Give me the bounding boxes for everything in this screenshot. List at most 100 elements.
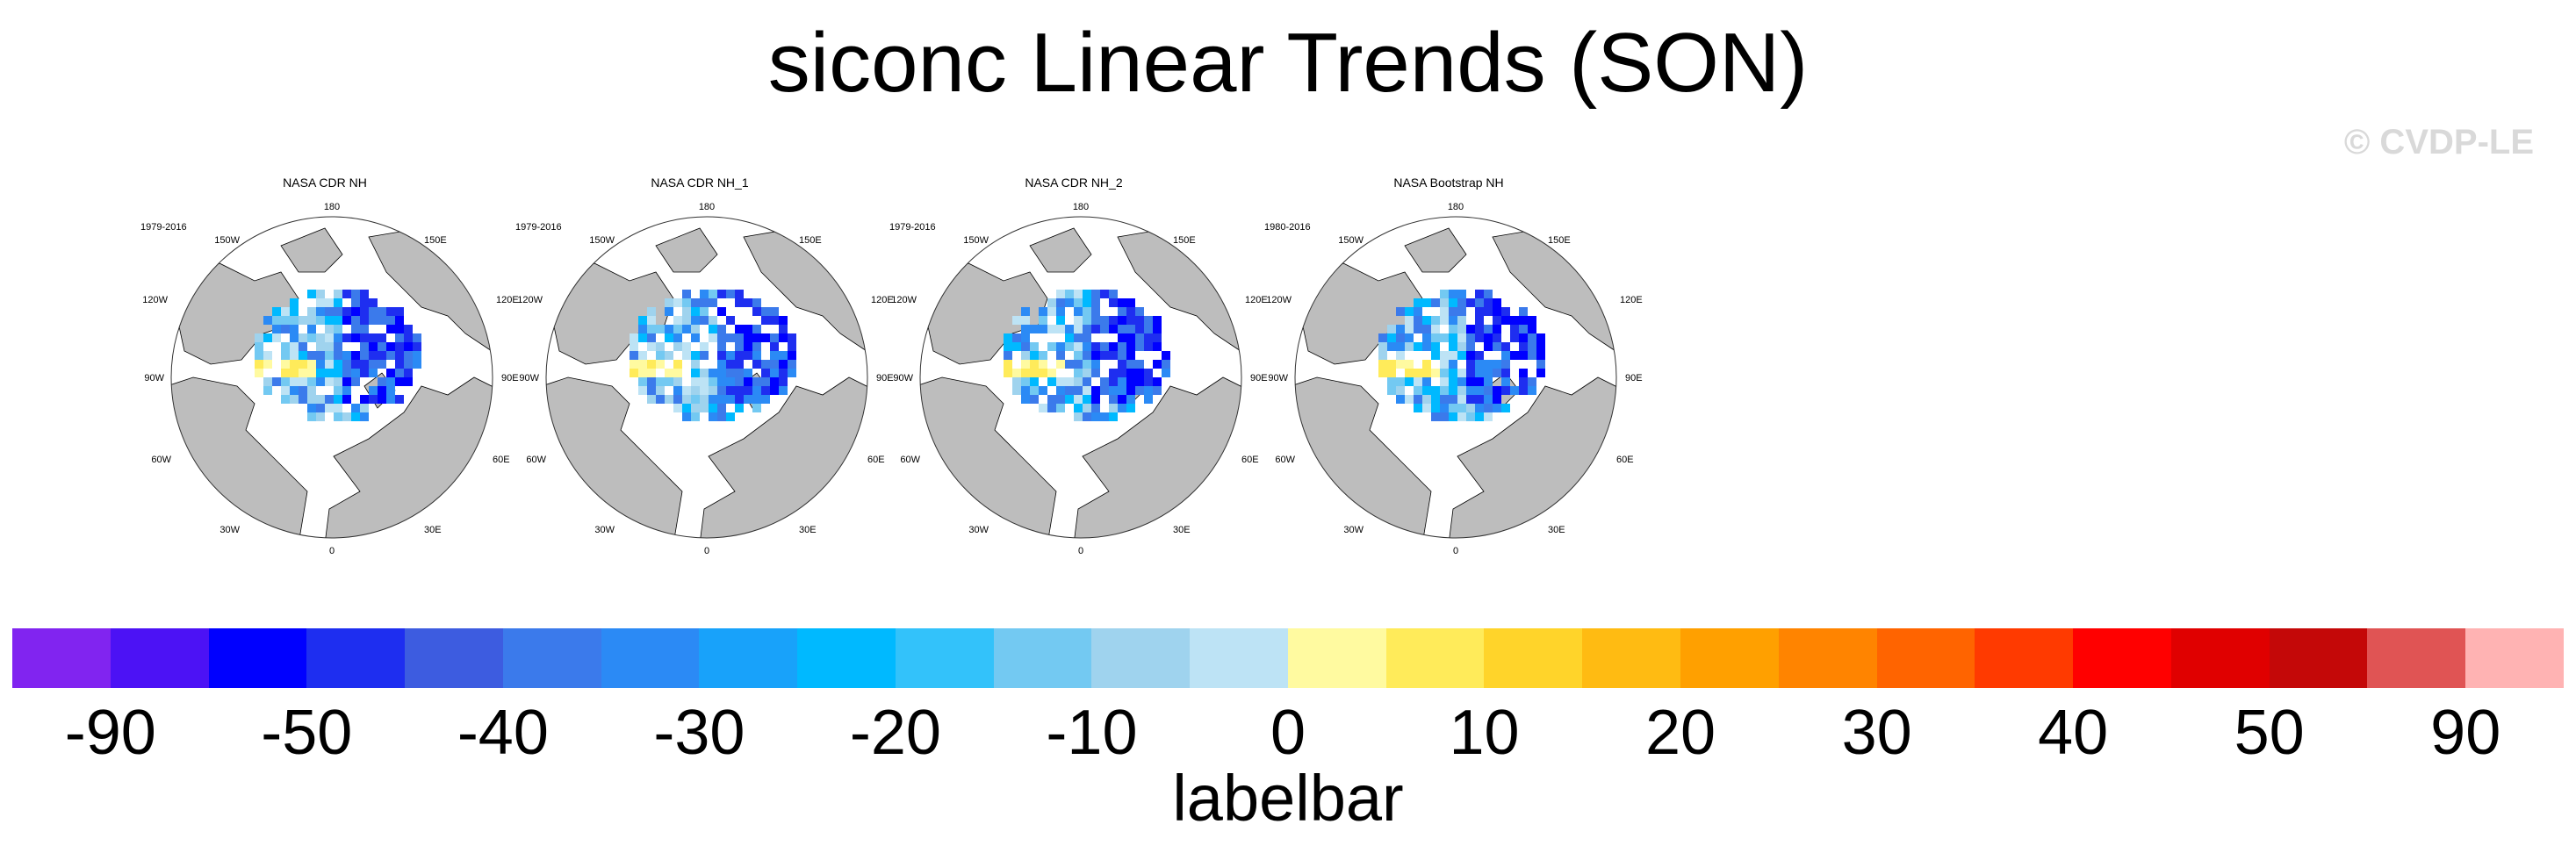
longitude-label: 90W — [1268, 373, 1288, 383]
trend-cell — [1039, 316, 1047, 325]
longitude-label: 30W — [594, 525, 615, 535]
trend-cell — [1466, 395, 1475, 404]
longitude-label: 30E — [424, 525, 442, 535]
trend-cell — [700, 298, 709, 307]
trend-cell — [281, 307, 290, 316]
trend-cell — [369, 333, 378, 342]
trend-cell — [1056, 377, 1065, 386]
trend-cell — [1449, 342, 1457, 351]
trend-cell — [1074, 404, 1083, 412]
trend-cell — [1126, 307, 1135, 316]
trend-cell — [290, 342, 299, 351]
trend-cell — [1414, 404, 1422, 412]
trend-cell — [1056, 325, 1065, 333]
trend-cell — [1135, 360, 1144, 369]
trend-cell — [1493, 369, 1501, 377]
trend-cell — [290, 377, 299, 386]
trend-cell — [1440, 360, 1449, 369]
trend-cell — [1074, 412, 1083, 421]
trend-cell — [638, 369, 647, 377]
trend-cell — [665, 298, 673, 307]
trend-cell — [1118, 377, 1126, 386]
land-mass — [1404, 227, 1467, 273]
trend-cell — [316, 351, 325, 360]
trend-cell — [369, 395, 378, 404]
trend-cell — [1519, 342, 1528, 351]
trend-cell — [404, 342, 413, 351]
trend-cell — [735, 351, 744, 360]
trend-cell — [1484, 298, 1493, 307]
trend-cell — [1414, 325, 1422, 333]
trend-cell — [726, 386, 735, 395]
trend-cell — [735, 333, 744, 342]
trend-cell — [1144, 377, 1153, 386]
trend-cell — [325, 351, 334, 360]
trend-cell — [744, 386, 752, 395]
trend-cell — [1414, 369, 1422, 377]
trend-cell — [1030, 377, 1039, 386]
trend-cell — [307, 307, 316, 316]
trend-cell — [1484, 404, 1493, 412]
trend-cell — [1501, 386, 1510, 395]
labelbar-swatch — [797, 628, 896, 688]
trend-cell — [1466, 360, 1475, 369]
labelbar-swatch — [208, 628, 307, 688]
trend-cell — [700, 395, 709, 404]
trend-cell — [1431, 316, 1440, 325]
trend-cell — [779, 333, 788, 342]
labelbar-tick-label: 20 — [1645, 698, 1716, 768]
labelbar-swatch — [1287, 628, 1386, 688]
trend-cell — [1126, 325, 1135, 333]
trend-cell — [1074, 316, 1083, 325]
trend-cell — [307, 386, 316, 395]
trend-cell — [1100, 290, 1109, 298]
trend-cell — [281, 316, 290, 325]
trend-cell — [682, 404, 691, 412]
trend-cell — [1135, 325, 1144, 333]
trend-cell — [1378, 333, 1387, 342]
trend-cell — [682, 325, 691, 333]
trend-cell — [281, 386, 290, 395]
trend-cell — [1153, 386, 1162, 395]
trend-cell — [1431, 298, 1440, 307]
trend-cell — [744, 333, 752, 342]
trend-cell — [378, 316, 386, 325]
trend-cell — [1519, 386, 1528, 395]
trend-cell — [1475, 377, 1484, 386]
trend-cell — [761, 377, 770, 386]
trend-cell — [1091, 351, 1100, 360]
trend-cell — [1475, 369, 1484, 377]
trend-cell — [1153, 325, 1162, 333]
trend-cell — [325, 307, 334, 316]
trend-cell — [735, 360, 744, 369]
trend-cell — [673, 404, 682, 412]
map-panel: NASA Bootstrap NH 1980-2016 180 0 150E 120E 90… — [1264, 176, 1668, 562]
trend-cell — [1536, 360, 1545, 369]
trend-cell — [1109, 386, 1118, 395]
trend-cell — [1030, 325, 1039, 333]
trend-cell — [1083, 325, 1091, 333]
trend-cell — [316, 412, 325, 421]
trend-cell — [1012, 377, 1021, 386]
polar-map: 180 0 150E 120E 90E 60E 30E 150W 120W 90W 60W 30W — [891, 202, 1267, 556]
trend-cell — [700, 351, 709, 360]
longitude-label: 120W — [1266, 295, 1292, 305]
trend-cell — [656, 395, 665, 404]
trend-cell — [1162, 360, 1170, 369]
trend-cell — [717, 333, 726, 342]
longitude-label: 0 — [329, 546, 335, 556]
trend-cell — [1021, 316, 1030, 325]
labelbar-swatch — [2465, 628, 2564, 688]
trend-cell — [638, 360, 647, 369]
trend-cell — [1422, 360, 1431, 369]
trend-cell — [360, 404, 369, 412]
trend-cell — [299, 316, 307, 325]
trend-cell — [1135, 307, 1144, 316]
trend-cell — [1484, 377, 1493, 386]
trend-cell — [1083, 298, 1091, 307]
trend-cell — [1153, 360, 1162, 369]
panel-period: 1979-2016 — [515, 222, 562, 233]
trend-cell — [1065, 325, 1074, 333]
trend-cell — [1012, 333, 1021, 342]
trend-cell — [1144, 342, 1153, 351]
